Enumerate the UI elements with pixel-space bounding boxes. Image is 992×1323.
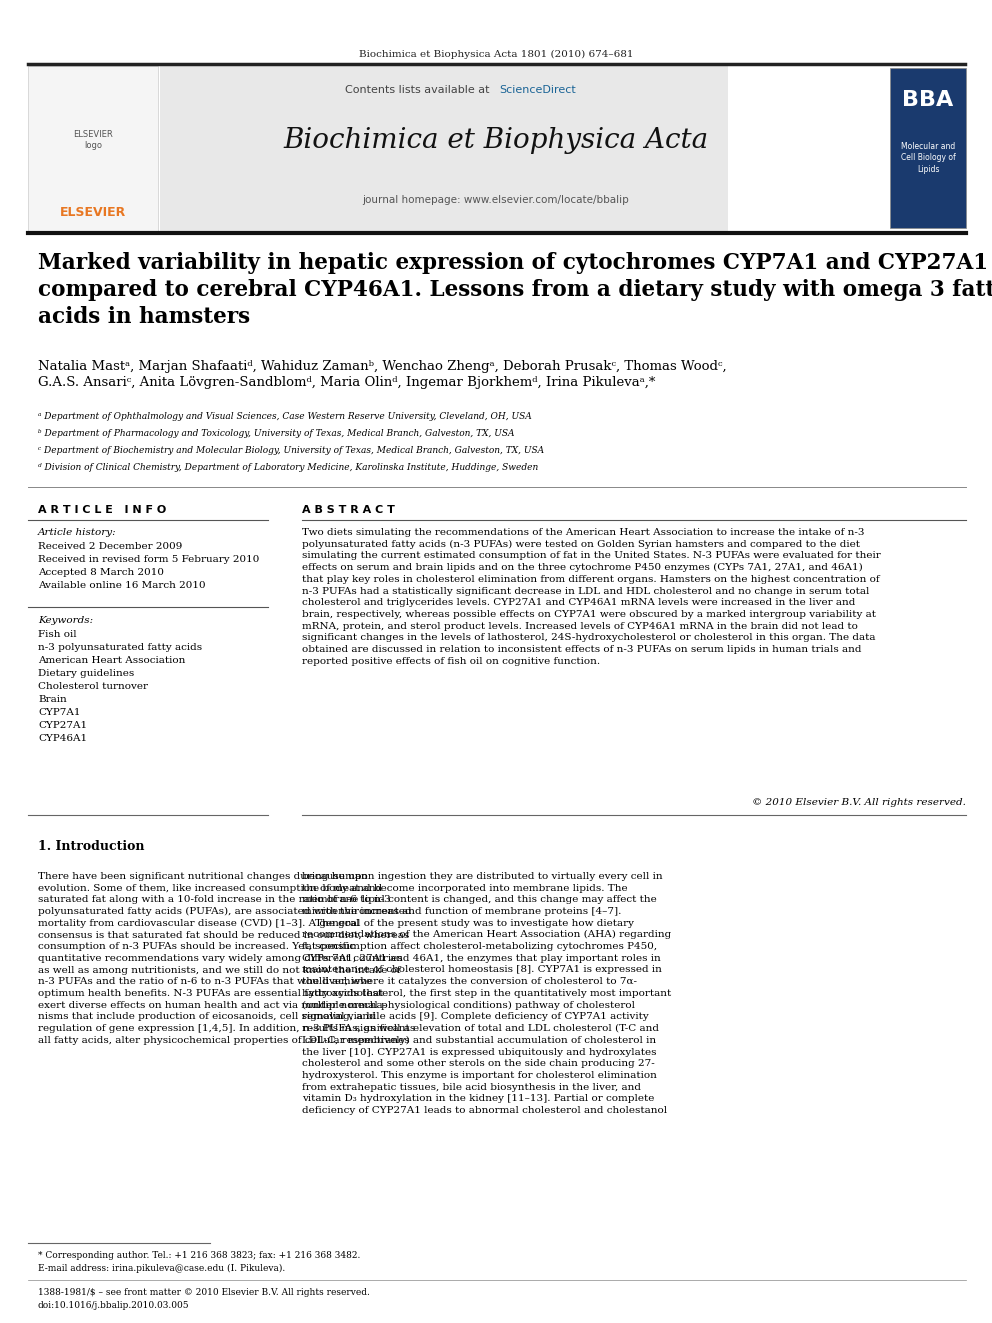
Text: because upon ingestion they are distributed to virtually every cell in
the body : because upon ingestion they are distribu… [302, 872, 672, 1115]
Text: CYP7A1: CYP7A1 [38, 708, 80, 717]
Text: ELSEVIER: ELSEVIER [60, 206, 126, 220]
Text: ᵈ Division of Clinical Chemistry, Department of Laboratory Medicine, Karolinska : ᵈ Division of Clinical Chemistry, Depart… [38, 463, 539, 472]
Text: Biochimica et Biophysica Acta: Biochimica et Biophysica Acta [284, 127, 708, 153]
Text: ScienceDirect: ScienceDirect [499, 85, 575, 95]
Text: Marked variability in hepatic expression of cytochromes CYP7A1 and CYP27A1 as
co: Marked variability in hepatic expression… [38, 251, 992, 328]
Text: journal homepage: www.elsevier.com/locate/bbalip: journal homepage: www.elsevier.com/locat… [363, 194, 629, 205]
Text: E-mail address: irina.pikuleva@case.edu (I. Pikuleva).: E-mail address: irina.pikuleva@case.edu … [38, 1263, 286, 1273]
Text: Molecular and
Cell Biology of
Lipids: Molecular and Cell Biology of Lipids [901, 143, 955, 173]
Text: n-3 polyunsaturated fatty acids: n-3 polyunsaturated fatty acids [38, 643, 202, 652]
Text: A R T I C L E   I N F O: A R T I C L E I N F O [38, 505, 167, 515]
Text: Dietary guidelines: Dietary guidelines [38, 669, 134, 677]
Text: Available online 16 March 2010: Available online 16 March 2010 [38, 581, 205, 590]
Text: BBA: BBA [903, 90, 953, 110]
Text: 1. Introduction: 1. Introduction [38, 840, 145, 853]
Text: CYP27A1: CYP27A1 [38, 721, 87, 730]
Text: Biochimica et Biophysica Acta 1801 (2010) 674–681: Biochimica et Biophysica Acta 1801 (2010… [359, 50, 633, 60]
Text: A B S T R A C T: A B S T R A C T [302, 505, 395, 515]
Bar [160, 66, 728, 232]
Text: ᵃ Department of Ophthalmology and Visual Sciences, Case Western Reserve Universi: ᵃ Department of Ophthalmology and Visual… [38, 411, 532, 421]
Text: doi:10.1016/j.bbalip.2010.03.005: doi:10.1016/j.bbalip.2010.03.005 [38, 1301, 189, 1310]
Text: American Heart Association: American Heart Association [38, 656, 186, 665]
Text: ELSEVIER
logo: ELSEVIER logo [73, 130, 113, 149]
Text: Article history:: Article history: [38, 528, 117, 537]
Text: Keywords:: Keywords: [38, 617, 93, 624]
Text: Received 2 December 2009: Received 2 December 2009 [38, 542, 183, 550]
Text: ᵇ Department of Pharmacology and Toxicology, University of Texas, Medical Branch: ᵇ Department of Pharmacology and Toxicol… [38, 429, 515, 438]
Text: * Corresponding author. Tel.: +1 216 368 3823; fax: +1 216 368 3482.: * Corresponding author. Tel.: +1 216 368… [38, 1252, 360, 1259]
Bar [28, 66, 158, 232]
Text: Fish oil: Fish oil [38, 630, 76, 639]
Text: Brain: Brain [38, 695, 66, 704]
Text: Cholesterol turnover: Cholesterol turnover [38, 681, 148, 691]
Text: ᶜ Department of Biochemistry and Molecular Biology, University of Texas, Medical: ᶜ Department of Biochemistry and Molecul… [38, 446, 545, 455]
Text: © 2010 Elsevier B.V. All rights reserved.: © 2010 Elsevier B.V. All rights reserved… [752, 798, 966, 807]
Text: Received in revised form 5 February 2010: Received in revised form 5 February 2010 [38, 556, 259, 564]
Bar [890, 67, 966, 228]
Text: Contents lists available at: Contents lists available at [345, 85, 493, 95]
Text: Accepted 8 March 2010: Accepted 8 March 2010 [38, 568, 164, 577]
Text: 1388-1981/$ – see front matter © 2010 Elsevier B.V. All rights reserved.: 1388-1981/$ – see front matter © 2010 El… [38, 1289, 370, 1297]
Text: Natalia Mastᵃ, Marjan Shafaatiᵈ, Wahiduz Zamanᵇ, Wenchao Zhengᵃ, Deborah Prusakᶜ: Natalia Mastᵃ, Marjan Shafaatiᵈ, Wahiduz… [38, 360, 726, 389]
Text: CYP46A1: CYP46A1 [38, 734, 87, 744]
Text: Two diets simulating the recommendations of the American Heart Association to in: Two diets simulating the recommendations… [302, 528, 881, 665]
Text: There have been significant nutritional changes during human
evolution. Some of : There have been significant nutritional … [38, 872, 416, 1045]
